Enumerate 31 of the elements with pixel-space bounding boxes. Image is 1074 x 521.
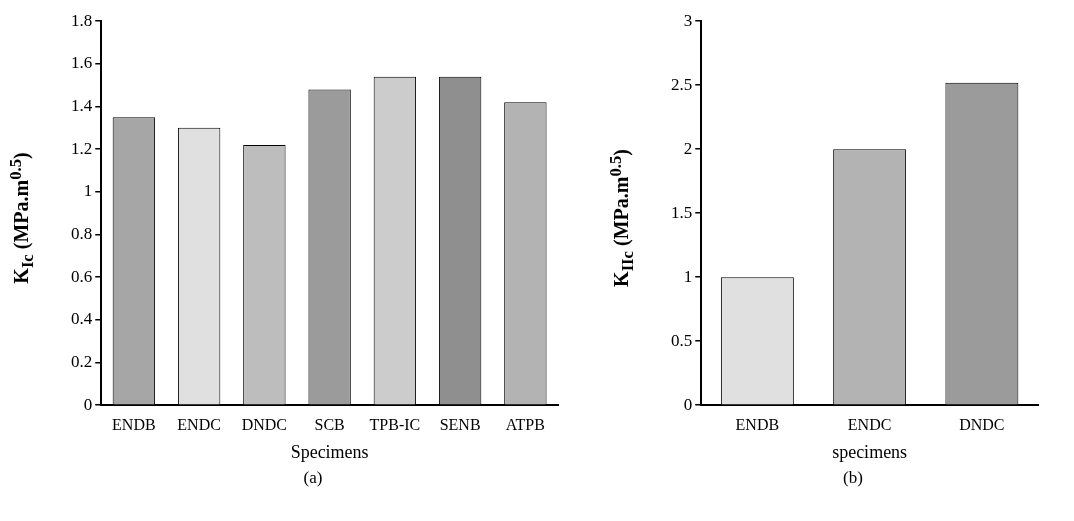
y-tick-label: 0.4 bbox=[71, 309, 93, 329]
x-tick-label: SCB bbox=[314, 416, 345, 433]
y-tick-label: 0.2 bbox=[71, 352, 93, 371]
y-tick-label: 1 bbox=[83, 181, 93, 201]
y-tick-label: 0 bbox=[83, 394, 93, 414]
y-tick-label: 0.8 bbox=[71, 224, 93, 243]
y-tick-label: 1.5 bbox=[671, 202, 693, 222]
y-tick-label: 1.4 bbox=[71, 96, 93, 115]
x-tick-label: ENDB bbox=[112, 416, 156, 433]
y-tick-label: 0 bbox=[683, 394, 693, 414]
y-tick-label: 1.2 bbox=[71, 138, 93, 158]
x-tick-label: DNDC bbox=[959, 416, 1005, 433]
x-tick-label: ATPB bbox=[505, 416, 545, 433]
y-tick-label: 3 bbox=[683, 10, 693, 30]
text: (b) bbox=[842, 468, 864, 488]
x-axis-title: Specimens bbox=[290, 441, 369, 462]
y-tick-label: 2.5 bbox=[671, 74, 693, 94]
x-tick-label: ENDB bbox=[735, 416, 780, 433]
text: (a) bbox=[302, 468, 324, 488]
y-tick-label: 1.6 bbox=[71, 53, 93, 73]
x-tick-label: ENDC bbox=[847, 416, 892, 433]
y-tick-label: 1.8 bbox=[71, 10, 93, 30]
y-tick-label: 1 bbox=[683, 266, 693, 286]
y-tick-label: 0.5 bbox=[671, 330, 693, 350]
y-tick-label: 2 bbox=[683, 138, 693, 158]
x-axis-title: specimens bbox=[832, 441, 908, 462]
x-tick-label: SENB bbox=[439, 416, 481, 433]
x-tick-label: DNDC bbox=[241, 416, 288, 433]
x-tick-label: ENDC bbox=[177, 416, 221, 433]
x-tick-label: TPB-IC bbox=[369, 416, 421, 433]
y-tick-label: 0.6 bbox=[71, 266, 93, 286]
